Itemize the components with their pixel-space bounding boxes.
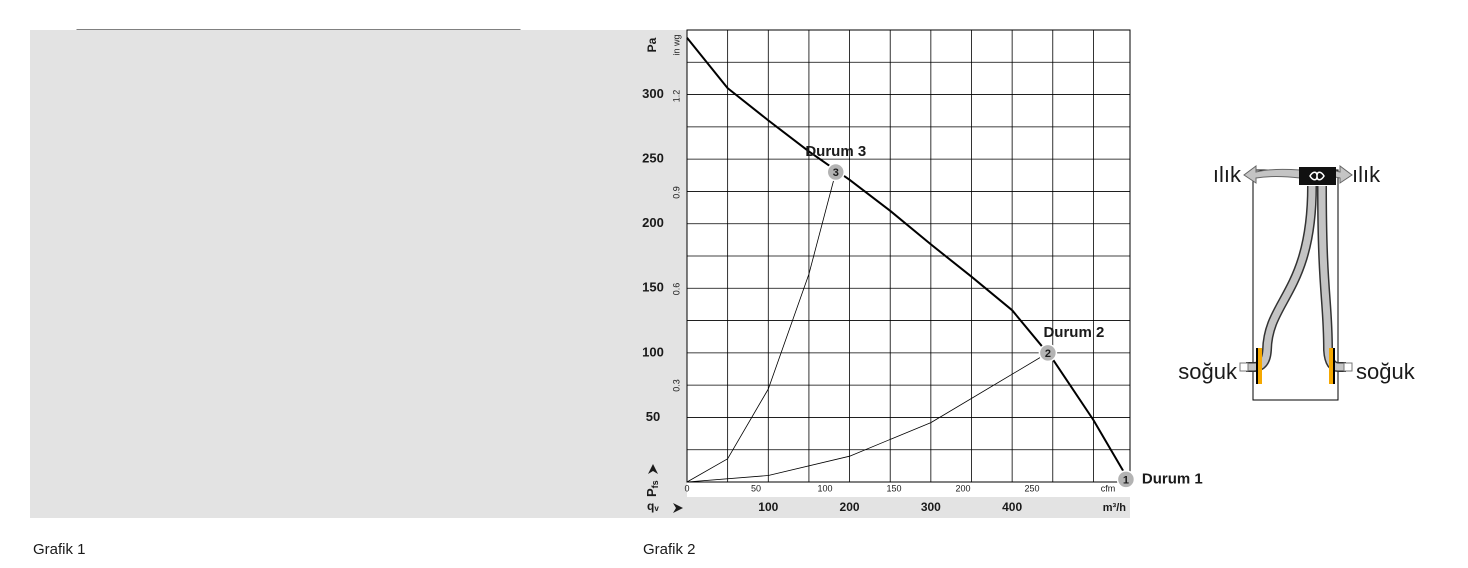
- x-symbol: qv: [647, 499, 659, 513]
- x-unit: m³/h: [1103, 502, 1127, 514]
- point-label: Durum 2: [1043, 324, 1104, 341]
- y-tick-label: 150: [642, 280, 664, 295]
- axis-arrow: [648, 464, 658, 474]
- axis-band: [30, 30, 687, 518]
- y-tick-label: 200: [642, 215, 664, 230]
- x-symbol-sub: v: [654, 504, 659, 513]
- y2-tick-label: 0.3: [671, 379, 681, 392]
- x-tick-label: 200: [840, 500, 860, 514]
- chart: 50 100 150 200 250 300 0.3 0.6 0.9 1.2 0 50 100 150 20…: [30, 29, 1203, 558]
- diagram-label: soğuk: [1178, 359, 1238, 384]
- y-tick-label: 100: [642, 344, 664, 359]
- operating-point: [1038, 343, 1058, 363]
- operating-point: [1116, 470, 1136, 489]
- x2-tick-label: 200: [955, 483, 970, 493]
- diagram-label: ılık: [1213, 162, 1242, 187]
- x2-tick-label: 250: [1025, 483, 1040, 493]
- y2-unit: in wg: [671, 34, 681, 55]
- flange: [1256, 348, 1258, 384]
- flange: [1333, 348, 1335, 384]
- y2-tick-label: 0.6: [671, 283, 681, 296]
- y2-tick-label: 0.9: [671, 186, 681, 199]
- axis-arrow: [673, 503, 683, 513]
- flange: [1329, 348, 1333, 384]
- y-unit: Pa: [645, 37, 659, 52]
- axis-band: [30, 497, 1130, 518]
- y2-tick-label: 1.2: [671, 90, 681, 103]
- charts: 50 100 150 200 250 300 0.3 0.6 0.9 1.2 0 50 100 150 20…: [30, 29, 1203, 558]
- point-number: 1: [1123, 474, 1129, 486]
- operating-point: [826, 162, 846, 182]
- point-label: Durum 3: [805, 143, 866, 160]
- diagram-label: ılık: [1352, 162, 1381, 187]
- x2-tick-label: 0: [684, 483, 689, 493]
- port: [1343, 362, 1353, 372]
- port: [1239, 362, 1249, 372]
- point-number: 3: [833, 167, 839, 179]
- x-tick-label: 100: [758, 500, 778, 514]
- y-symbol-main: P: [644, 488, 659, 497]
- caption: Grafik 1: [33, 541, 86, 558]
- x-tick-label: 400: [1002, 500, 1022, 514]
- caption: Grafik 2: [643, 541, 696, 558]
- arrow: [1243, 165, 1301, 184]
- y-tick-label: 300: [642, 86, 664, 101]
- x2-unit: cfm: [1101, 483, 1116, 493]
- x-tick-label: 300: [921, 500, 941, 514]
- series-line: [686, 352, 1049, 483]
- plot-border: [686, 29, 1131, 483]
- airflow-diagram: ılık ılık soğuk soğuk: [1178, 162, 1416, 401]
- series-line: [686, 171, 837, 483]
- flange: [1258, 348, 1262, 384]
- y-symbol: Pfs: [644, 480, 660, 497]
- point-label: Durum 1: [1142, 470, 1203, 487]
- x2-tick-label: 100: [817, 483, 832, 493]
- x2-tick-label: 150: [886, 483, 901, 493]
- series-line: [686, 37, 1127, 477]
- x2-tick-label: 50: [751, 483, 761, 493]
- fan-symbol: [1309, 171, 1325, 181]
- diagram-label: soğuk: [1356, 359, 1416, 384]
- point-number: 2: [1045, 348, 1051, 360]
- y-tick-label: 50: [646, 409, 660, 424]
- y-tick-label: 250: [642, 151, 664, 166]
- y-symbol-sub: fs: [650, 480, 660, 488]
- x-symbol-main: q: [647, 499, 654, 513]
